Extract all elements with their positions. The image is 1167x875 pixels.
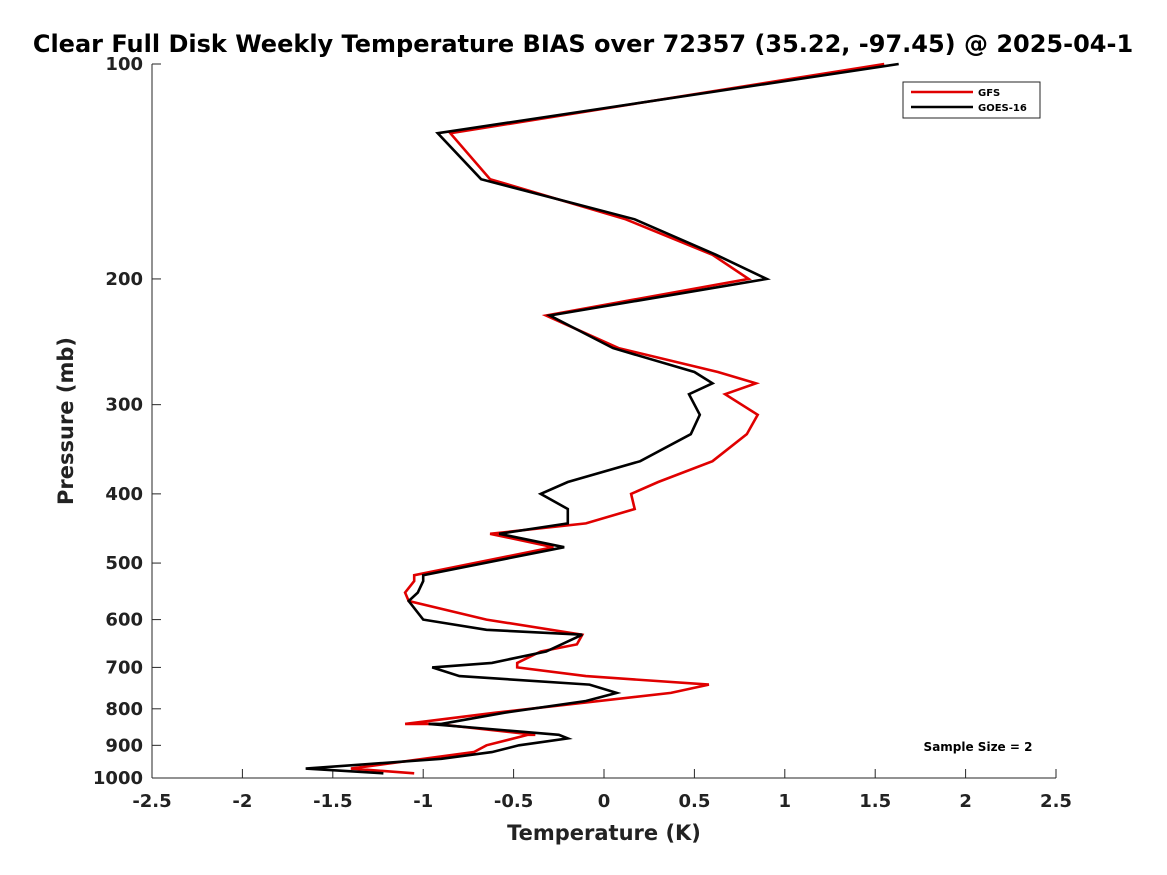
- chart-title: Clear Full Disk Weekly Temperature BIAS …: [33, 30, 1133, 58]
- sample-size-annotation: Sample Size = 2: [924, 740, 1033, 754]
- x-axis: -2.5 -2 -1.5 -1 -0.5 0 0.5 1 1.5 2 2.5: [132, 769, 1072, 812]
- series-layer: [305, 62, 899, 775]
- x-tick-label: 2.5: [1040, 791, 1072, 812]
- y-axis: 100 200 300 400 500 600 700 800 900 1000: [93, 54, 161, 789]
- y-tick-label: 1000: [93, 768, 143, 789]
- y-tick-label: 600: [105, 610, 143, 631]
- y-axis-label: Pressure (mb): [54, 337, 78, 505]
- x-tick-label: 1: [779, 791, 792, 812]
- series-line-gfs: [350, 62, 885, 775]
- y-tick-label: 100: [105, 54, 143, 75]
- x-axis-label: Temperature (K): [507, 821, 701, 845]
- x-tick-label: 2: [959, 791, 972, 812]
- y-tick-label: 300: [105, 395, 143, 416]
- legend-label: GFS: [978, 88, 1000, 99]
- x-tick-label: -1.5: [313, 791, 352, 812]
- x-tick-label: 0.5: [678, 791, 710, 812]
- x-tick-label: -1: [413, 791, 433, 812]
- series-line-goes-16: [305, 62, 899, 775]
- x-tick-label: 0: [598, 791, 611, 812]
- legend: GFS GOES-16: [902, 81, 1041, 119]
- y-tick-label: 700: [105, 657, 143, 678]
- y-tick-label: 400: [105, 484, 143, 505]
- y-tick-label: 200: [105, 269, 143, 290]
- x-tick-label: -2.5: [132, 791, 171, 812]
- y-tick-label: 800: [105, 699, 143, 720]
- x-tick-label: -2: [232, 791, 252, 812]
- y-tick-label: 500: [105, 553, 143, 574]
- y-tick-label: 900: [105, 735, 143, 756]
- plot-area: [151, 64, 1056, 779]
- legend-label: GOES-16: [978, 103, 1027, 114]
- x-tick-label: -0.5: [494, 791, 533, 812]
- legend-box: [902, 81, 1041, 119]
- x-tick-label: 1.5: [859, 791, 891, 812]
